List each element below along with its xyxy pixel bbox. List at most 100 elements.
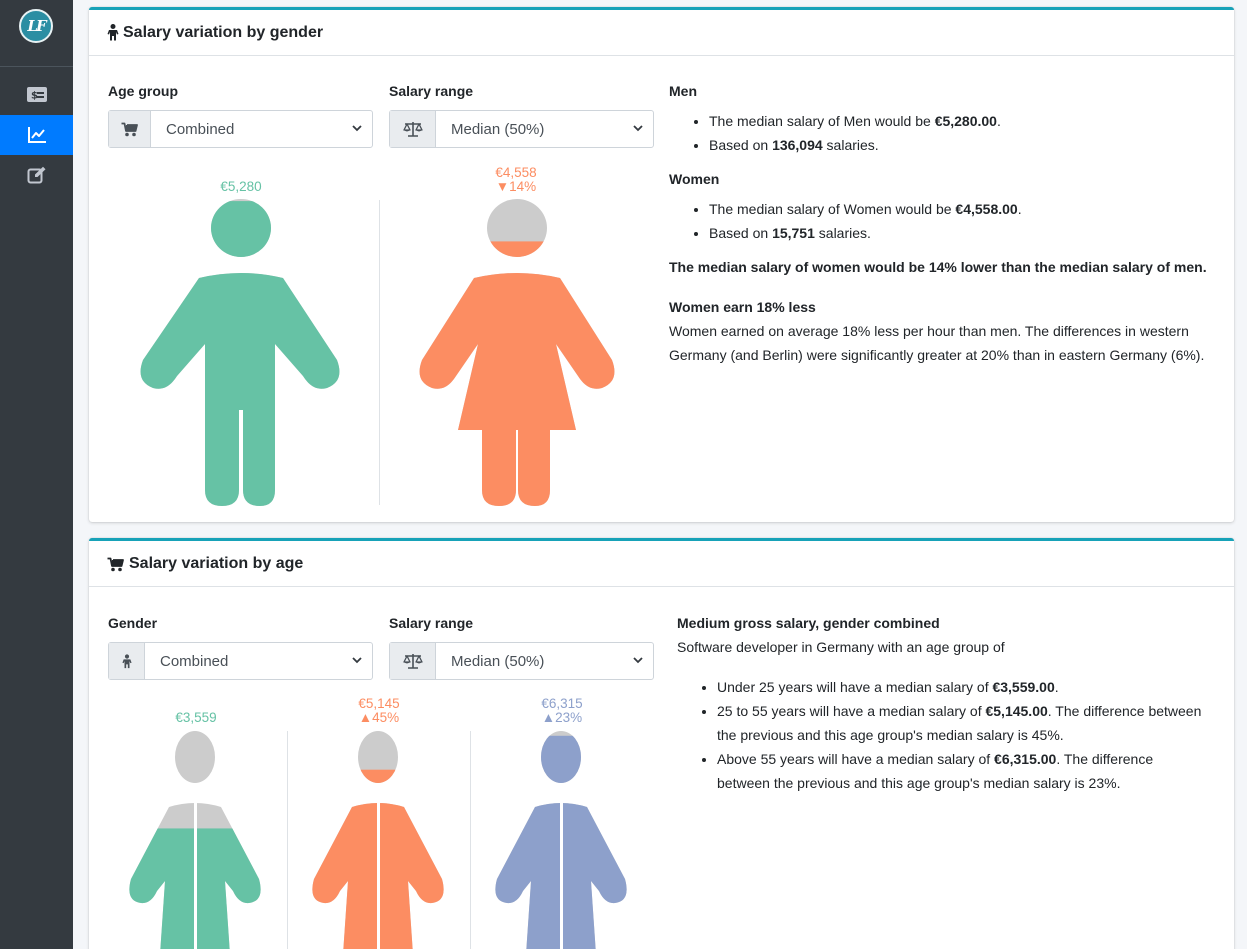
gender-card-title: Salary variation by gender: [123, 23, 324, 41]
gender-selected: Combined: [160, 652, 229, 670]
men-median-item: The median salary of Men would be €5,280…: [709, 109, 1214, 133]
age-over55-label: €6,315 ▲23%: [502, 697, 622, 725]
age-over55-figure-center-line: [560, 799, 563, 949]
gender-salary-range-label: Salary range: [389, 83, 474, 99]
women-count-item: Based on 15,751 salaries.: [709, 221, 1214, 245]
women-median-item: The median salary of Women would be €4,5…: [709, 197, 1214, 221]
age-info-list: Under 25 years will have a median salary…: [677, 675, 1207, 795]
age-group-value[interactable]: Combined: [151, 111, 372, 147]
baby-carriage-icon: [107, 557, 124, 571]
women-heading: Women: [669, 171, 720, 187]
men-median-pre: The median salary of Men would be: [709, 113, 935, 129]
figure-divider: [379, 200, 380, 505]
men-median-post: .: [996, 113, 1001, 129]
chevron-down-icon: [633, 125, 643, 132]
age-divider-1: [287, 731, 288, 949]
age-salary-range-select[interactable]: Median (50%): [389, 642, 654, 680]
men-count-value: 136,094: [772, 137, 823, 153]
age-info-over55-value: €6,315.00: [994, 751, 1057, 767]
age-card-title: Salary variation by age: [129, 554, 304, 572]
age-25to55-figure-center-line: [377, 799, 380, 949]
age-info-item-25to55: 25 to 55 years will have a median salary…: [717, 699, 1207, 747]
age-group-selected: Combined: [166, 120, 235, 138]
women-figure: [419, 199, 615, 506]
money-bill-icon: $: [26, 86, 47, 102]
age-info-over55-pre: Above 55 years will have a median salary…: [717, 751, 995, 767]
age-info-25to55-post: . The difference between the previous an…: [717, 703, 1202, 743]
note-heading: Women earn 18% less: [669, 299, 816, 315]
women-salary-amount: €4,558: [495, 165, 537, 180]
age-salary-range-prepend: [390, 643, 436, 679]
balance-scale-icon: [402, 654, 423, 669]
age-card-header: Salary variation by age: [89, 541, 1234, 587]
note-text: Women earned on average 18% less per hou…: [669, 323, 1205, 363]
women-salary-label: €4,558 ▼14%: [456, 166, 576, 194]
age-info-item-over55: Above 55 years will have a median salary…: [717, 747, 1207, 795]
men-median-value: €5,280.00: [934, 113, 997, 129]
age-info-item-under25: Under 25 years will have a median salary…: [717, 675, 1207, 699]
age-25to55-amount: €5,145: [358, 696, 400, 711]
chevron-down-icon: [352, 657, 362, 664]
women-count-pre: Based on: [709, 225, 773, 241]
women-salary-change: ▼14%: [495, 179, 537, 194]
age-info-under25-value: €3,559.00: [992, 679, 1055, 695]
age-info-intro: Software developer in Germany with an ag…: [677, 639, 1005, 655]
baby-carriage-icon: [121, 122, 138, 137]
sidebar-item-statistics[interactable]: [0, 115, 73, 155]
women-median-pre: The median salary of Women would be: [709, 201, 956, 217]
age-under25-label: €3,559: [136, 711, 256, 725]
age-info-25to55-pre: 25 to 55 years will have a median salary…: [717, 703, 986, 719]
app-logo[interactable]: LF: [19, 9, 53, 43]
age-group-select[interactable]: Combined: [108, 110, 373, 148]
age-card: Salary variation by age Gender Combined …: [89, 538, 1234, 949]
gender-select[interactable]: Combined: [108, 642, 373, 680]
age-info-over55-post: . The difference between the previous an…: [717, 751, 1154, 791]
age-info: Medium gross salary, gender combined Sof…: [677, 611, 1207, 805]
age-25to55-label: €5,145 ▲45%: [319, 697, 439, 725]
age-info-25to55-value: €5,145.00: [985, 703, 1048, 719]
gender-salary-range-prepend: [390, 111, 436, 147]
age-25to55-figure: [312, 731, 444, 949]
women-median-value: €4,558.00: [955, 201, 1018, 217]
gender-summary: The median salary of women would be 14% …: [669, 259, 1207, 275]
age-over55-amount: €6,315: [541, 696, 583, 711]
balance-scale-icon: [402, 122, 423, 137]
sidebar-divider: [0, 66, 73, 67]
age-salary-range-label: Salary range: [389, 615, 474, 631]
age-25to55-change: ▲45%: [358, 710, 400, 725]
gender-prepend: [109, 643, 145, 679]
age-info-under25-post: .: [1054, 679, 1059, 695]
gender-label: Gender: [108, 615, 158, 631]
men-count-post: salaries.: [822, 137, 879, 153]
men-figure-fill: [140, 201, 340, 506]
age-info-under25-pre: Under 25 years will have a median salary…: [717, 679, 993, 695]
child-icon: [121, 653, 132, 668]
men-salary-label: €5,280: [181, 180, 301, 194]
men-count-item: Based on 136,094 salaries.: [709, 133, 1214, 157]
edit-icon: [27, 166, 45, 184]
sidebar-item-salary[interactable]: $: [0, 74, 73, 114]
sidebar: LF $: [0, 0, 73, 949]
age-over55-change: ▲23%: [541, 710, 583, 725]
age-salary-range-selected: Median (50%): [451, 652, 545, 670]
age-over55-figure: [495, 731, 627, 949]
age-divider-2: [470, 731, 471, 949]
gender-card: Salary variation by gender Age group Com…: [89, 7, 1234, 522]
chevron-down-icon: [633, 657, 643, 664]
men-figure: [140, 199, 340, 506]
gender-info: Men The median salary of Men would be €5…: [669, 79, 1214, 367]
age-salary-range-value[interactable]: Median (50%): [436, 643, 653, 679]
women-count-value: 15,751: [772, 225, 815, 241]
age-under25-amount: €3,559: [175, 710, 217, 725]
gender-value[interactable]: Combined: [145, 643, 372, 679]
gender-salary-range-select[interactable]: Median (50%): [389, 110, 654, 148]
women-count-post: salaries.: [814, 225, 871, 241]
men-heading: Men: [669, 83, 697, 99]
gender-salary-range-selected: Median (50%): [451, 120, 545, 138]
age-info-heading: Medium gross salary, gender combined: [677, 615, 940, 631]
age-under25-figure: [129, 731, 261, 949]
men-count-pre: Based on: [709, 137, 773, 153]
gender-salary-range-value[interactable]: Median (50%): [436, 111, 653, 147]
sidebar-item-edit[interactable]: [0, 155, 73, 195]
age-group-label: Age group: [108, 83, 178, 99]
